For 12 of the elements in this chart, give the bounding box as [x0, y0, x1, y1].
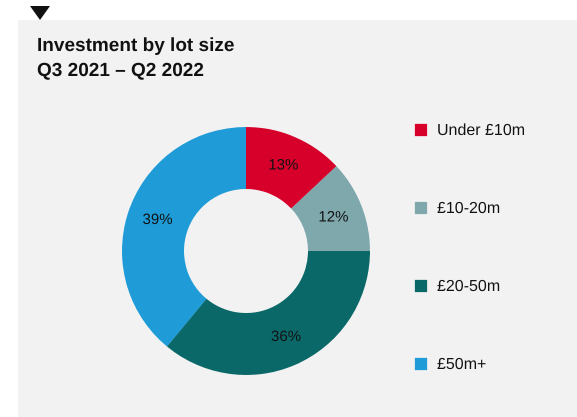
chart-title: Investment by lot size Q3 2021 – Q2 2022 — [37, 35, 234, 81]
legend-label: £50m+ — [437, 356, 486, 373]
data-label: 39% — [142, 211, 173, 228]
data-label: 13% — [268, 156, 298, 174]
donut-slice — [122, 127, 246, 347]
data-label: 36% — [271, 328, 302, 346]
donut-slice — [166, 251, 370, 375]
data-label: 12% — [318, 208, 348, 226]
legend-label: Under £10m — [437, 122, 526, 139]
legend-label: £20-50m — [437, 278, 500, 295]
donut-slice — [246, 127, 336, 209]
legend-label: £10-20m — [437, 200, 500, 217]
